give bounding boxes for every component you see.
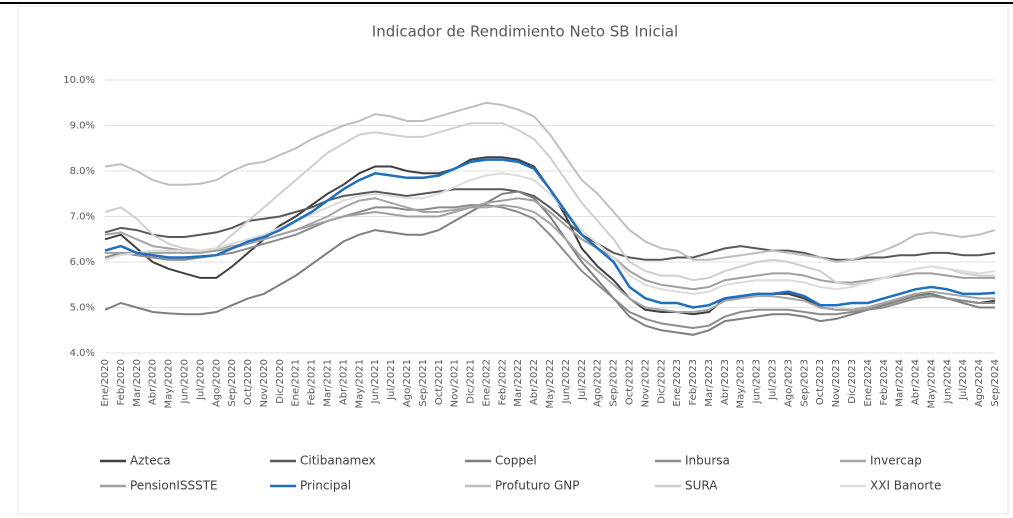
- x-tick-label: Nov/2020: [259, 359, 270, 407]
- x-tick-label: May/2024: [926, 359, 937, 409]
- x-tick-label: Ene/2024: [863, 359, 874, 407]
- x-tick-label: Abr/2021: [338, 359, 349, 405]
- chart-title: Indicador de Rendimiento Neto SB Inicial: [372, 23, 678, 41]
- x-tick-label: Dic/2020: [275, 359, 286, 404]
- x-tick-label: Abr/2022: [529, 359, 540, 405]
- legend-label: Principal: [300, 479, 351, 493]
- x-tick-label: Jun/2021: [370, 359, 381, 404]
- x-tick-label: Dic/2023: [847, 359, 858, 404]
- x-tick-label: Oct/2023: [815, 359, 826, 405]
- legend-label: PensionISSSTE: [130, 479, 218, 493]
- x-tick-label: Sep/2022: [609, 359, 620, 407]
- series-line: [104, 190, 995, 336]
- x-tick-label: Ene/2021: [291, 359, 302, 407]
- x-tick-label: Ene/2022: [481, 359, 492, 407]
- x-tick-label: Feb/2024: [879, 359, 890, 406]
- x-tick-label: Sep/2021: [418, 359, 429, 407]
- y-tick-label: 8.0%: [70, 166, 95, 177]
- x-tick-label: Oct/2022: [624, 359, 635, 405]
- y-tick-label: 4.0%: [70, 348, 95, 359]
- x-tick-label: Sep/2024: [990, 359, 1001, 407]
- legend-label: Profuturo GNP: [495, 479, 580, 493]
- x-tick-label: Mar/2020: [132, 359, 143, 407]
- legend-label: XXI Banorte: [870, 479, 941, 493]
- x-tick-label: Mar/2024: [895, 359, 906, 407]
- y-tick-label: 6.0%: [70, 257, 95, 268]
- y-tick-label: 7.0%: [70, 212, 95, 223]
- x-tick-label: Jul/2021: [386, 359, 397, 401]
- x-tick-label: Jun/2020: [179, 359, 190, 404]
- x-tick-label: Feb/2022: [497, 359, 508, 406]
- legend-label: Azteca: [130, 454, 171, 468]
- x-tick-label: Nov/2022: [640, 359, 651, 407]
- y-tick-label: 10.0%: [63, 75, 95, 86]
- legend-label: SURA: [685, 479, 718, 493]
- series-line: [104, 204, 995, 330]
- x-tick-label: Jun/2023: [752, 359, 763, 404]
- x-tick-label: Mar/2023: [704, 359, 715, 407]
- series-line: [104, 122, 995, 286]
- x-tick-label: May/2021: [354, 359, 365, 409]
- x-tick-label: Ago/2020: [211, 359, 222, 407]
- x-tick-label: Jun/2022: [561, 359, 572, 404]
- x-tick-label: Jul/2022: [577, 359, 588, 401]
- x-tick-label: Mar/2022: [513, 359, 524, 407]
- x-tick-label: Ene/2020: [100, 359, 111, 407]
- y-tick-label: 5.0%: [70, 303, 95, 314]
- x-tick-label: Ene/2023: [672, 359, 683, 407]
- x-tick-label: Oct/2020: [243, 359, 254, 405]
- x-tick-label: May/2023: [736, 359, 747, 409]
- x-tick-label: Jul/2024: [958, 359, 969, 401]
- x-tick-label: Ago/2022: [593, 359, 604, 407]
- x-tick-label: Nov/2023: [831, 359, 842, 407]
- x-tick-label: Jul/2020: [195, 359, 206, 401]
- x-tick-label: May/2022: [545, 359, 556, 409]
- x-tick-label: Sep/2023: [799, 359, 810, 407]
- x-tick-label: Oct/2021: [434, 359, 445, 405]
- x-tick-label: Ago/2021: [402, 359, 413, 407]
- legend-label: Invercap: [870, 454, 922, 468]
- chart-frame: [17, 5, 1009, 515]
- x-tick-label: Feb/2023: [688, 359, 699, 406]
- series-line: [104, 101, 996, 264]
- x-tick-label: Jul/2023: [768, 359, 779, 401]
- x-tick-label: Feb/2021: [307, 359, 318, 406]
- x-tick-label: Abr/2020: [148, 359, 159, 405]
- legend-label: Citibanamex: [300, 454, 376, 468]
- x-tick-label: Dic/2021: [466, 359, 477, 404]
- x-tick-label: Abr/2023: [720, 359, 731, 405]
- x-tick-label: Ago/2023: [783, 359, 794, 407]
- y-tick-label: 9.0%: [70, 121, 95, 132]
- x-tick-label: Abr/2024: [911, 359, 922, 405]
- x-tick-label: Jun/2024: [942, 359, 953, 404]
- x-tick-label: May/2020: [164, 359, 175, 409]
- x-tick-label: Feb/2020: [116, 359, 127, 406]
- series-line: [104, 158, 996, 309]
- legend-label: Coppel: [495, 454, 537, 468]
- x-tick-label: Mar/2021: [323, 359, 334, 407]
- series-line: [104, 172, 996, 295]
- series-line: [105, 197, 995, 291]
- x-tick-label: Nov/2021: [450, 359, 461, 407]
- x-tick-label: Dic/2022: [656, 359, 667, 404]
- x-tick-label: Ago/2024: [974, 359, 985, 407]
- x-tick-label: Sep/2020: [227, 359, 238, 407]
- legend-label: Inbursa: [685, 454, 730, 468]
